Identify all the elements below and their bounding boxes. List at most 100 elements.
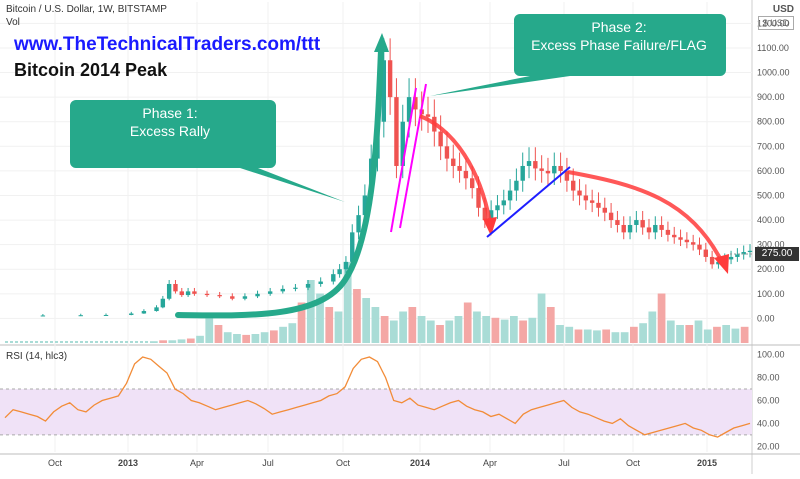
- rsi-band: [0, 389, 752, 435]
- volume-bar: [500, 319, 509, 343]
- phase2-callout-shape: [430, 14, 726, 96]
- rally-arrowhead: [374, 33, 389, 52]
- volume-bar: [105, 341, 108, 343]
- candle-body: [103, 314, 109, 316]
- symbol-line: Bitcoin / U.S. Dollar, 1W, BITSTAMP: [6, 4, 167, 15]
- candle-body: [552, 165, 557, 174]
- candle-body: [160, 298, 166, 308]
- price-tick-label: 1200.00: [757, 18, 790, 28]
- volume-bar: [722, 325, 731, 343]
- rally-arrow: [175, 47, 384, 319]
- volume-bar: [110, 341, 113, 343]
- volume-bar: [80, 341, 83, 343]
- candle-body: [589, 200, 595, 203]
- candle-body: [40, 315, 46, 317]
- rsi-tick-label: 80.00: [757, 373, 780, 383]
- candle-body: [293, 287, 298, 289]
- candle-body: [507, 190, 513, 201]
- price-tick-label: 400.00: [757, 215, 785, 225]
- volume-bar: [740, 326, 749, 343]
- time-tick-label: 2013: [118, 458, 138, 468]
- candle-body: [690, 242, 696, 245]
- volume-bar: [90, 341, 93, 343]
- decline-arrowhead-1: [483, 217, 497, 236]
- candle-body: [185, 291, 191, 296]
- candle-body: [242, 296, 248, 299]
- volume-bar: [657, 293, 666, 343]
- volume-bar: [426, 320, 435, 343]
- volume-bar: [694, 320, 703, 343]
- volume-bar: [35, 341, 38, 343]
- candle-body: [217, 295, 222, 297]
- price-tick-label: 600.00: [757, 166, 785, 176]
- volume-bar: [150, 341, 158, 343]
- candle-body: [425, 114, 431, 117]
- volume-bar: [306, 280, 315, 343]
- volume-bar: [100, 341, 103, 343]
- candle-body: [413, 97, 418, 110]
- candle-body: [356, 215, 361, 233]
- candle-body: [526, 161, 532, 166]
- volume-bar: [270, 330, 278, 343]
- volume-bar: [135, 341, 138, 343]
- price-tick-label: 900.00: [757, 92, 785, 102]
- volume-bar: [242, 334, 251, 343]
- candle-body: [267, 291, 273, 294]
- candle-body: [400, 121, 405, 166]
- volume-bar: [186, 338, 195, 343]
- candle-body: [608, 212, 614, 221]
- candle-body: [362, 195, 368, 216]
- volume-bar: [583, 329, 592, 343]
- candle-body: [514, 180, 519, 191]
- candle-body: [451, 158, 456, 166]
- volume-bar: [145, 341, 148, 343]
- volume-bar: [731, 328, 740, 343]
- candle-body: [634, 220, 639, 225]
- candle-body: [166, 283, 172, 299]
- candle-body: [350, 232, 355, 262]
- time-tick-label: 2015: [697, 458, 717, 468]
- volume-bar: [297, 302, 306, 343]
- candle-body: [577, 190, 582, 196]
- time-tick-label: 2014: [410, 458, 430, 468]
- volume-bar: [260, 332, 269, 343]
- candle-body: [716, 261, 721, 265]
- rsi-tick-label: 60.00: [757, 396, 780, 406]
- volume-bar: [325, 307, 334, 343]
- time-tick-label: Jul: [262, 458, 274, 468]
- volume-bar: [519, 320, 527, 343]
- volume-bar: [168, 340, 177, 343]
- volume-bar: [65, 341, 68, 343]
- candle-body: [571, 180, 576, 191]
- candle-body: [173, 283, 178, 292]
- volume-bar: [60, 341, 63, 343]
- candle-body: [747, 250, 753, 253]
- candle-body: [476, 188, 481, 208]
- volume-bar: [55, 341, 58, 343]
- candle-body: [394, 97, 399, 166]
- volume-bar: [473, 311, 481, 343]
- volume-bar: [565, 326, 574, 343]
- volume-bar: [30, 341, 33, 343]
- phase1-line2: Excess Rally: [129, 123, 211, 139]
- volume-bar: [593, 330, 601, 343]
- time-tick-label: Oct: [626, 458, 641, 468]
- candle-body: [141, 311, 147, 314]
- candle-body: [318, 281, 323, 284]
- volume-bar: [630, 326, 638, 343]
- flag-line-upper: [399, 83, 427, 229]
- candle-body: [533, 161, 538, 169]
- price-tick-label: 700.00: [757, 141, 785, 151]
- volume-bar: [75, 341, 78, 343]
- currency-box[interactable]: $ USD: [758, 16, 794, 30]
- volume-bar: [445, 320, 454, 343]
- volume-bar: [159, 340, 167, 343]
- candle-body: [684, 239, 690, 243]
- volume-bar: [639, 323, 647, 343]
- volume-bar: [390, 320, 398, 343]
- volume-bar: [482, 316, 491, 343]
- rsi-tick-label: 20.00: [757, 441, 780, 451]
- time-tick-label: Oct: [48, 458, 63, 468]
- volume-bar: [408, 307, 417, 343]
